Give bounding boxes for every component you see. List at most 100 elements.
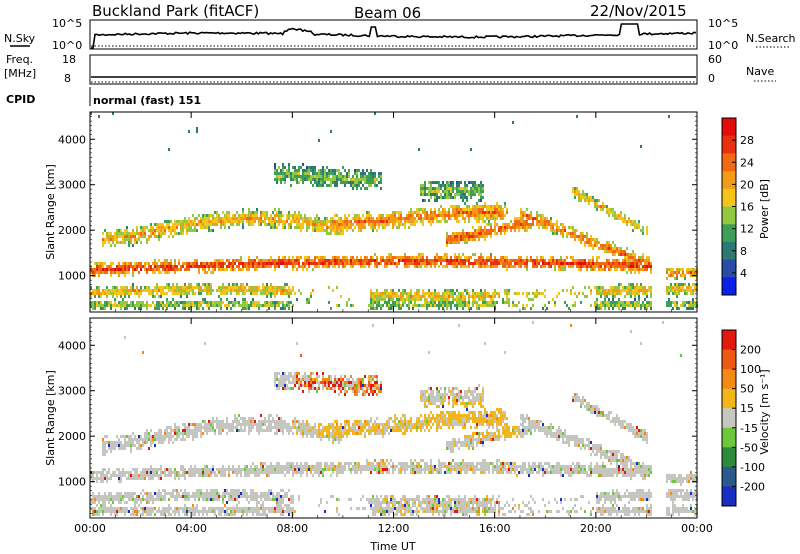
velocity-cell: [104, 492, 106, 495]
power-cell: [378, 217, 380, 220]
velocity-cell: [114, 507, 116, 510]
power-cell: [464, 196, 466, 199]
power-cell: [648, 286, 650, 289]
power-cell: [188, 301, 190, 304]
power-cell: [350, 226, 352, 229]
velocity-cell: [116, 495, 118, 498]
power-cell: [434, 181, 436, 184]
power-cell: [284, 286, 286, 289]
power-cell: [242, 220, 244, 223]
power-cell: [326, 220, 328, 223]
power-cell: [376, 298, 378, 301]
power-cell: [294, 214, 296, 217]
velocity-cell: [102, 510, 104, 513]
power-cell: [596, 262, 598, 265]
velocity-cell: [142, 441, 144, 444]
power-cell: [130, 265, 132, 268]
velocity-cell: [230, 423, 232, 426]
power-cell: [350, 259, 352, 262]
power-cell: [324, 175, 326, 178]
power-cell: [446, 193, 448, 196]
power-cell: [262, 220, 264, 223]
power-cell: [436, 214, 438, 217]
power-cell: [226, 268, 228, 271]
power-cell: [678, 289, 680, 292]
power-cell: [126, 262, 128, 265]
power-cell: [466, 208, 468, 211]
power-cell: [444, 301, 446, 304]
power-cell: [268, 259, 270, 262]
power-cell: [358, 226, 360, 229]
power-cell: [454, 232, 456, 235]
power-cell: [644, 304, 646, 307]
velocity-cell: [148, 468, 150, 471]
velocity-cell: [150, 429, 152, 432]
power-cell: [250, 289, 252, 292]
power-cell: [426, 262, 428, 265]
power-cell: [544, 265, 546, 268]
power-cell: [352, 223, 354, 226]
power-cell: [380, 178, 382, 181]
power-cell: [410, 289, 412, 292]
power-cell: [232, 286, 234, 289]
power-cell: [342, 181, 344, 184]
power-cell: [136, 241, 138, 244]
velocity-cell: [122, 498, 124, 501]
power-cell: [466, 289, 468, 292]
power-cell: [220, 223, 222, 226]
power-cell: [444, 220, 446, 223]
power-cell: [282, 307, 284, 310]
power-cell: [590, 235, 592, 238]
power-cell: [336, 232, 338, 235]
power-cell: [618, 307, 620, 310]
power-cell: [612, 304, 614, 307]
power-cell: [506, 268, 508, 271]
power-cell: [650, 295, 652, 298]
power-cell: [646, 301, 648, 304]
power-cell: [406, 259, 408, 262]
velocity-cell: [142, 498, 144, 501]
power-cell: [178, 262, 180, 265]
power-cell: [590, 196, 592, 199]
power-cell: [124, 301, 126, 304]
power-cell: [386, 217, 388, 220]
power-cell: [138, 265, 140, 268]
power-cell: [596, 289, 598, 292]
power-cell: [230, 217, 232, 220]
power-cell: [442, 208, 444, 211]
power-cell: [312, 223, 314, 226]
power-cell: [116, 229, 118, 232]
power-cell: [616, 265, 618, 268]
power-cell: [106, 268, 108, 271]
power-cell: [596, 304, 598, 307]
power-cell: [370, 169, 372, 172]
power-cell: [266, 292, 268, 295]
power-cell: [478, 229, 480, 232]
power-cell: [142, 235, 144, 238]
velocity-cell: [136, 498, 138, 501]
power-cell: [280, 214, 282, 217]
velocity-cell: [94, 495, 96, 498]
velocity-cell: [176, 435, 178, 438]
power-cell: [434, 301, 436, 304]
power-cell: [418, 211, 420, 214]
velocity-cell: [168, 492, 170, 495]
power-cell: [324, 178, 326, 181]
power-cell: [128, 262, 130, 265]
velocity-cell: [176, 429, 178, 432]
velocity-cell: [232, 429, 234, 432]
power-cell: [284, 220, 286, 223]
power-cell: [566, 256, 568, 259]
power-cell: [284, 304, 286, 307]
power-cell: [258, 286, 260, 289]
colorbar-swatch: [722, 135, 736, 154]
power-cell: [428, 292, 430, 295]
power-cell: [250, 304, 252, 307]
power-cell: [182, 229, 184, 232]
power-cell: [604, 304, 606, 307]
power-cell: [574, 232, 576, 235]
power-cell: [448, 301, 450, 304]
velocity-cell: [148, 474, 150, 477]
power-cell: [672, 268, 674, 271]
power-cell: [582, 262, 584, 265]
